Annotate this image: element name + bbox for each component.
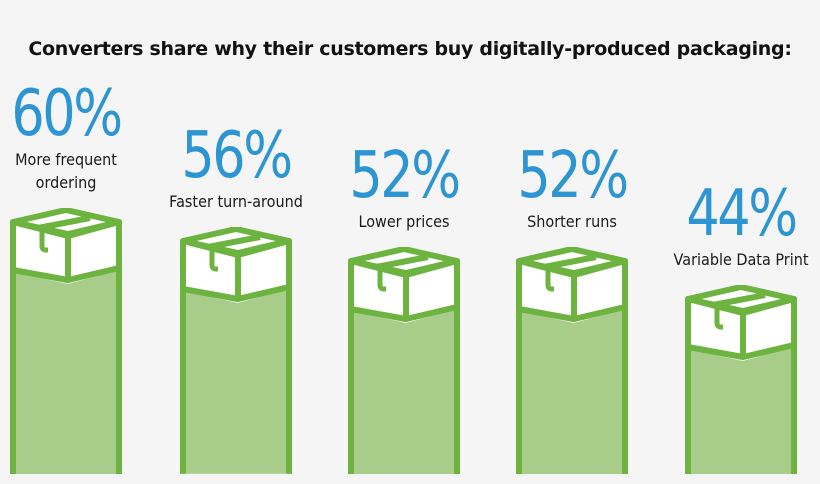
category-label: More frequent ordering xyxy=(0,148,161,194)
bar-column: 56% Faster turn-around xyxy=(169,0,303,474)
category-label: Lower prices xyxy=(309,210,500,233)
category-label-line: Variable Data Print xyxy=(673,250,809,269)
bar-column: 60% More frequent ordering xyxy=(10,0,123,474)
bar-fill xyxy=(351,308,457,474)
value-label: 52% xyxy=(517,138,629,213)
category-label: Variable Data Print xyxy=(646,248,820,271)
value-label: 52% xyxy=(349,138,461,213)
package-bar xyxy=(10,208,122,474)
bar-column: 44% Variable Data Print xyxy=(674,0,808,474)
category-label-line: Faster turn-around xyxy=(169,192,303,212)
box-icon xyxy=(348,246,460,322)
bar-column: 52% Lower prices xyxy=(348,0,461,474)
package-bar xyxy=(348,246,460,474)
category-label-line: Lower prices xyxy=(358,211,450,231)
box-icon xyxy=(685,285,797,360)
box-icon xyxy=(516,246,628,322)
box-icon xyxy=(10,208,122,283)
bar-fill xyxy=(183,289,289,474)
category-label-line: ordering xyxy=(35,173,97,192)
box-icon xyxy=(180,227,292,303)
category-label-line: Shorter runs xyxy=(527,211,617,231)
value-label: 56% xyxy=(181,119,293,194)
category-label: Faster turn-around xyxy=(141,190,332,213)
bar-fill xyxy=(688,347,794,474)
chart-title: Converters share why their customers buy… xyxy=(28,38,792,60)
category-label-line: More frequent xyxy=(15,150,117,169)
value-label: 44% xyxy=(686,177,798,251)
category-label: Shorter runs xyxy=(477,210,668,233)
bar-column: 52% Shorter runs xyxy=(516,0,629,474)
bar-fill xyxy=(13,270,119,474)
package-bar xyxy=(516,246,628,474)
package-bar xyxy=(180,227,292,474)
value-label: 60% xyxy=(11,77,123,151)
package-bar xyxy=(685,285,797,474)
bar-fill xyxy=(519,308,625,474)
